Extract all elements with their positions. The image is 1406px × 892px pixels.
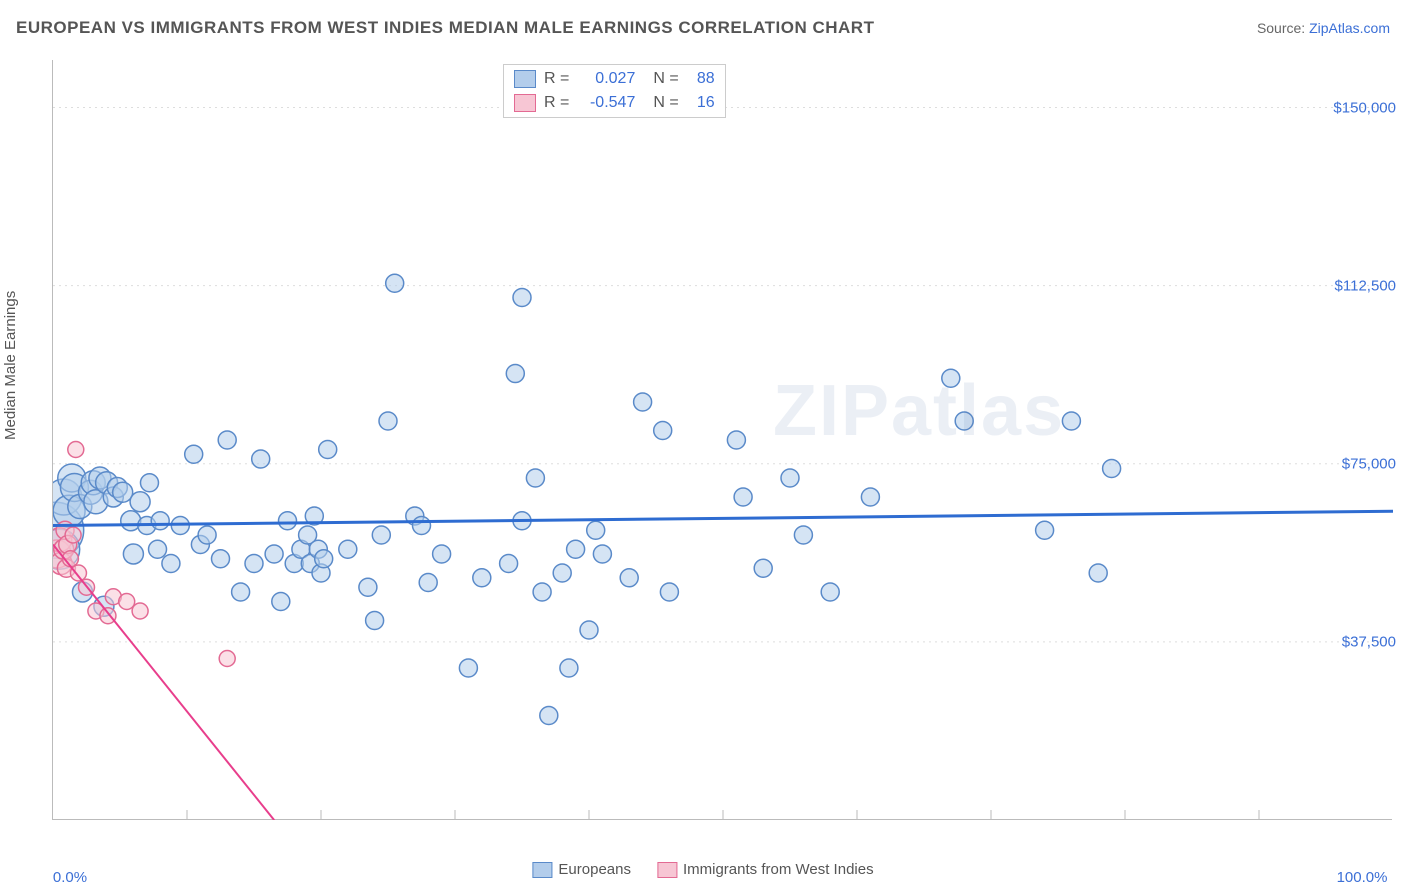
r-value: 0.027	[577, 67, 635, 91]
source-label: Source:	[1257, 20, 1305, 36]
r-value: -0.547	[577, 91, 635, 115]
n-label: N =	[653, 67, 678, 91]
plot-svg	[53, 60, 1393, 820]
r-label: R =	[544, 67, 569, 91]
x-tick-label: 0.0%	[53, 869, 87, 886]
x-tick-label: 100.0%	[1337, 869, 1388, 886]
correlation-row: R = -0.547 N = 16	[514, 91, 715, 115]
y-axis-label: Median Male Earnings	[2, 291, 19, 440]
n-value: 16	[687, 91, 715, 115]
y-tick-label: $37,500	[1342, 633, 1396, 650]
n-value: 88	[687, 67, 715, 91]
correlation-row: R = 0.027 N = 88	[514, 67, 715, 91]
series-legend: Europeans Immigrants from West Indies	[532, 861, 873, 878]
plot-area: ZIPatlas R =0.027N =88R =-0.547N =16	[52, 60, 1392, 820]
legend-swatch	[532, 862, 552, 878]
legend-swatch	[657, 862, 677, 878]
y-tick-label: $75,000	[1342, 455, 1396, 472]
source-link[interactable]: ZipAtlas.com	[1309, 20, 1390, 36]
correlation-legend: R = 0.027 N = 88 R = -0.547 N = 16	[503, 64, 726, 118]
legend-swatch	[514, 94, 536, 112]
legend-item: Europeans	[532, 861, 631, 878]
y-tick-label: $112,500	[1335, 277, 1396, 294]
n-label: N =	[653, 91, 678, 115]
chart-container: EUROPEAN VS IMMIGRANTS FROM WEST INDIES …	[0, 0, 1406, 892]
chart-title: EUROPEAN VS IMMIGRANTS FROM WEST INDIES …	[16, 18, 874, 38]
legend-item: Immigrants from West Indies	[657, 861, 874, 878]
legend-label: Europeans	[558, 861, 631, 878]
source-attribution: Source: ZipAtlas.com	[1257, 20, 1390, 36]
legend-swatch	[514, 70, 536, 88]
r-label: R =	[544, 91, 569, 115]
legend-label: Immigrants from West Indies	[683, 861, 874, 878]
y-tick-label: $150,000	[1333, 99, 1396, 116]
